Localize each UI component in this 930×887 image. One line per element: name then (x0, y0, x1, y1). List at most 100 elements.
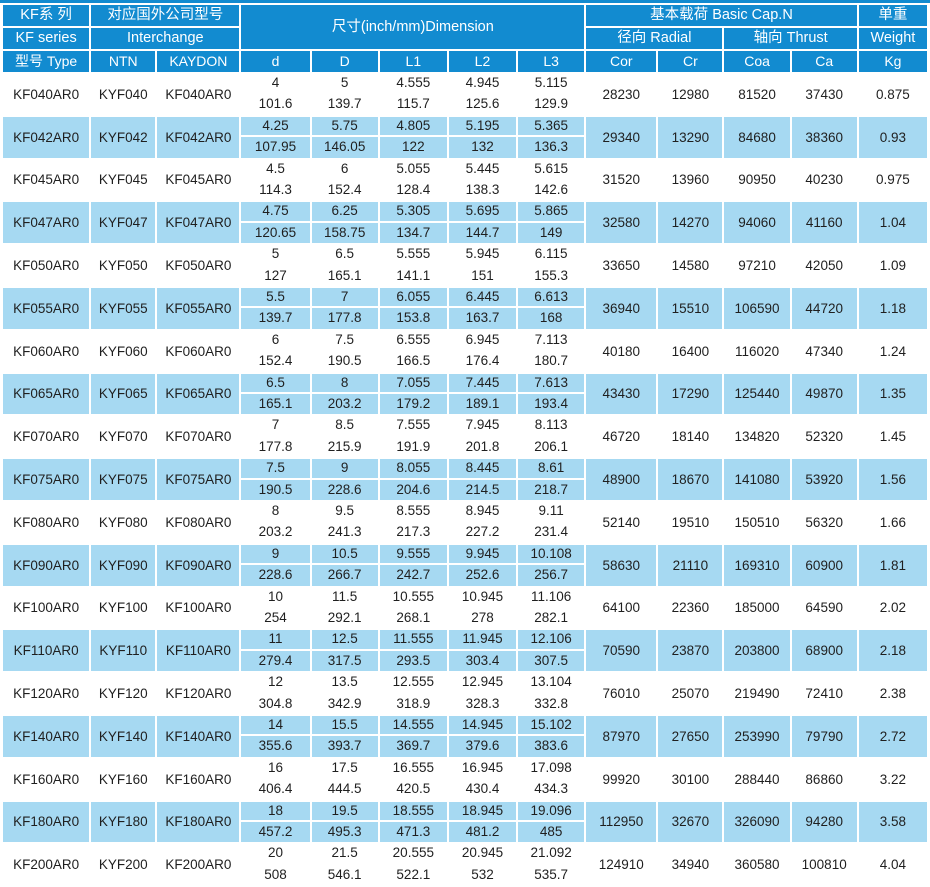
mm-value: 420.5 (396, 781, 431, 797)
kg-cell: 1.24 (858, 330, 927, 372)
mm-value: 134.7 (396, 224, 431, 240)
mm-value: 180.7 (534, 353, 569, 369)
dim-L1-cell: 5.305 134.7 (379, 202, 447, 244)
inch-value: 7.555 (379, 416, 447, 437)
inch-value: 19.096 (518, 802, 585, 822)
dim-L1-cell: 18.555 471.3 (379, 801, 447, 843)
dim-D-cell: 6.5 165.1 (311, 245, 378, 286)
cr-cell: 32670 (658, 801, 723, 843)
table-row: KF160AR0 KYF160 KF160AR0 16 406.4 17.5 444.5 16… (3, 758, 927, 800)
inch-value: 6.25 (311, 202, 378, 223)
mm-value: 227.2 (465, 524, 500, 540)
dim-L3-cell: 17.098 434.3 (518, 758, 585, 800)
mm-value: 317.5 (327, 652, 362, 668)
top-border-line (0, 0, 930, 3)
mm-value: 139.7 (258, 310, 293, 326)
ca-cell: 37430 (791, 74, 857, 115)
ca-cell: 53920 (791, 459, 857, 500)
table-row: KF200AR0 KYF200 KF200AR0 20 508 21.5 546.1 20.5… (3, 844, 927, 886)
mm-value: 303.4 (465, 652, 500, 668)
kaydon-cell: KF090AR0 (157, 544, 240, 586)
dim-L3-cell: 13.104 332.8 (518, 673, 585, 714)
table-row: KF047AR0 KYF047 KF047AR0 4.75 120.65 6.25 158.… (3, 202, 927, 244)
inch-value: 18.945 (448, 802, 517, 822)
inch-value: 19.5 (311, 802, 378, 822)
table-row: KF180AR0 KYF180 KF180AR0 18 457.2 19.5 495.3 18… (3, 801, 927, 843)
mm-value: 163.7 (465, 310, 500, 326)
ca-cell: 41160 (791, 202, 857, 244)
inch-value: 11 (241, 630, 310, 651)
col-type: 型号 Type (3, 51, 90, 72)
dim-L2-cell: 16.945 430.4 (448, 758, 517, 800)
mm-value: 293.5 (396, 652, 431, 668)
kg-cell: 2.72 (858, 715, 927, 757)
mm-value: 535.7 (534, 866, 569, 882)
inch-value: 9.945 (448, 545, 517, 566)
mm-value: 430.4 (465, 781, 500, 797)
dim-d-cell: 11 279.4 (241, 630, 310, 672)
table-row: KF070AR0 KYF070 KF070AR0 7 177.8 8.5 215.9 7.55… (3, 416, 927, 458)
dim-L3-cell: 5.615 142.6 (518, 159, 585, 201)
kg-cell: 1.56 (858, 459, 927, 500)
dim-L2-cell: 6.445 163.7 (448, 287, 517, 329)
dim-L3-cell: 19.096 485 (518, 801, 585, 843)
mm-value: 166.5 (396, 353, 431, 369)
dim-L2-cell: 5.195 132 (448, 116, 517, 158)
mm-value: 282.1 (534, 609, 569, 625)
kg-cell: 0.875 (858, 74, 927, 115)
type-cell: KF090AR0 (3, 544, 90, 586)
ntn-cell: KYF120 (91, 673, 156, 714)
dim-L1-cell: 8.055 204.6 (379, 459, 447, 500)
inch-value: 7 (241, 416, 310, 437)
mm-value: 129.9 (534, 96, 569, 112)
dim-L1-cell: 5.555 141.1 (379, 245, 447, 286)
inch-value: 14 (241, 716, 310, 737)
mm-value: 393.7 (327, 738, 362, 754)
inch-value: 8 (311, 374, 378, 394)
dim-d-cell: 7.5 190.5 (241, 459, 310, 500)
inch-value: 17.5 (311, 759, 378, 780)
dim-L3-cell: 10.108 256.7 (518, 544, 585, 586)
kg-cell: 1.09 (858, 245, 927, 286)
inch-value: 9 (241, 545, 310, 566)
type-cell: KF100AR0 (3, 587, 90, 629)
cor-cell: 112950 (586, 801, 657, 843)
mm-value: 142.6 (534, 181, 569, 197)
ntn-cell: KYF070 (91, 416, 156, 458)
header-interchange-cn: 对应国外公司型号 (91, 5, 240, 26)
dim-d-cell: 9 228.6 (241, 544, 310, 586)
mm-value: 242.7 (396, 567, 431, 583)
inch-value: 10 (241, 588, 310, 608)
inch-value: 5.695 (448, 202, 517, 223)
cr-cell: 34940 (658, 844, 723, 886)
inch-value: 10.5 (311, 545, 378, 566)
cor-cell: 48900 (586, 459, 657, 500)
ca-cell: 47340 (791, 330, 857, 372)
mm-value: 122 (402, 139, 425, 155)
inch-value: 18 (241, 802, 310, 822)
dim-D-cell: 12.5 317.5 (311, 630, 378, 672)
dim-L1-cell: 10.555 268.1 (379, 587, 447, 629)
mm-value: 268.1 (396, 609, 431, 625)
inch-value: 9 (311, 459, 378, 480)
inch-value: 13.5 (311, 673, 378, 694)
coa-cell: 253990 (724, 715, 790, 757)
type-cell: KF045AR0 (3, 159, 90, 201)
mm-value: 228.6 (327, 481, 362, 497)
kaydon-cell: KF040AR0 (157, 74, 240, 115)
inch-value: 8.055 (379, 459, 447, 480)
cor-cell: 36940 (586, 287, 657, 329)
inch-value: 12.106 (518, 630, 585, 651)
inch-value: 14.555 (379, 716, 447, 737)
dim-D-cell: 19.5 495.3 (311, 801, 378, 843)
inch-value: 5 (311, 74, 378, 95)
inch-value: 11.106 (518, 588, 585, 608)
kg-cell: 1.66 (858, 501, 927, 543)
inch-value: 5.305 (379, 202, 447, 223)
inch-value: 8.945 (448, 502, 517, 523)
dim-L1-cell: 7.555 191.9 (379, 416, 447, 458)
mm-value: 190.5 (327, 353, 362, 369)
ntn-cell: KYF160 (91, 758, 156, 800)
inch-value: 8.5 (311, 416, 378, 437)
mm-value: 146.05 (324, 139, 366, 155)
